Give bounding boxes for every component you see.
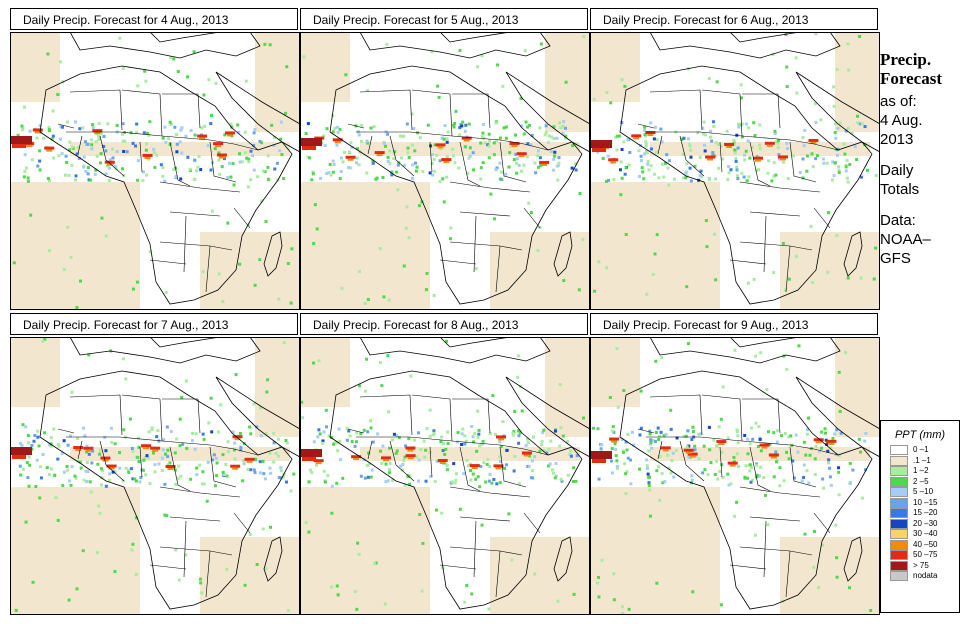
asof-year: 2013 — [880, 131, 914, 148]
legend-item: > 75 — [881, 560, 959, 572]
legend-title: PPT (mm) — [894, 429, 946, 441]
precip-legend: PPT (mm) 0 –1.1 –1 1 –2 2 –5 5 –10 10 –15 15 … — [880, 420, 960, 613]
precip-map — [590, 32, 880, 310]
legend-label: 10 –15 — [913, 497, 938, 507]
legend-item: 1 –2 — [881, 466, 959, 477]
legend-swatch — [890, 487, 908, 497]
precip-map — [10, 337, 300, 615]
panel-title: Daily Precip. Forecast for 5 Aug., 2013 — [300, 8, 588, 30]
legend-swatch — [890, 529, 908, 539]
panel-title: Daily Precip. Forecast for 9 Aug., 2013 — [590, 313, 878, 335]
daily-label: Daily — [880, 162, 914, 179]
precip-map — [10, 32, 300, 310]
legend-swatch — [890, 518, 908, 529]
legend-swatch — [890, 476, 908, 487]
panel-title: Daily Precip. Forecast for 7 Aug., 2013 — [10, 313, 298, 335]
legend-label: 15 –20 — [913, 508, 938, 517]
legend-item: .1 –1 — [881, 455, 959, 467]
legend-rows: 0 –1.1 –1 1 –2 2 –5 5 –10 10 –15 15 –20 20 –30… — [881, 445, 959, 582]
data-source-2: GFS — [880, 250, 911, 267]
legend-item: 10 –15 — [881, 497, 959, 509]
legend-item: 2 –5 — [881, 476, 959, 488]
legend-item: 50 –75 — [881, 550, 959, 561]
panel-title: Daily Precip. Forecast for 8 Aug., 2013 — [300, 313, 588, 335]
legend-item: 30 –40 — [881, 529, 959, 540]
legend-label: 2 –5 — [913, 476, 929, 486]
totals-label: Totals — [880, 181, 920, 198]
legend-label: 5 –10 — [913, 487, 934, 496]
legend-swatch — [890, 508, 908, 518]
precip-map — [590, 337, 880, 615]
legend-item: 5 –10 — [881, 487, 959, 498]
asof-date: 4 Aug. — [880, 112, 923, 129]
precip-map — [300, 337, 590, 615]
legend-label: nodata — [913, 571, 938, 580]
legend-item: 40 –50 — [881, 539, 959, 551]
legend-swatch — [890, 550, 908, 560]
panel-title: Daily Precip. Forecast for 6 Aug., 2013 — [590, 8, 878, 30]
legend-label: 50 –75 — [913, 550, 938, 559]
legend-label: 20 –30 — [913, 518, 938, 528]
legend-swatch — [890, 560, 908, 571]
side-info: Precip. Forecast as of: 4 Aug. 2013 Dail… — [880, 50, 964, 268]
data-label: Data: — [880, 212, 916, 229]
legend-swatch — [890, 466, 908, 476]
legend-swatch — [890, 455, 908, 466]
legend-label: > 75 — [913, 560, 929, 570]
legend-swatch — [890, 445, 908, 455]
legend-swatch — [890, 497, 908, 508]
legend-label: 30 –40 — [913, 529, 938, 538]
legend-item: 0 –1 — [881, 445, 959, 456]
data-source-1: NOAA– — [880, 231, 931, 248]
heading-forecast: Forecast — [880, 69, 942, 88]
legend-label: .1 –1 — [913, 455, 931, 465]
legend-label: 40 –50 — [913, 539, 938, 549]
legend-item: 20 –30 — [881, 518, 959, 530]
legend-item: nodata — [881, 571, 959, 582]
legend-swatch — [890, 571, 908, 581]
panel-title: Daily Precip. Forecast for 4 Aug., 2013 — [10, 8, 298, 30]
heading-precip: Precip. — [880, 50, 932, 69]
legend-swatch — [890, 539, 908, 550]
precip-map — [300, 32, 590, 310]
asof-label: as of: — [880, 93, 917, 110]
legend-label: 1 –2 — [913, 466, 929, 475]
legend-label: 0 –1 — [913, 445, 929, 454]
legend-item: 15 –20 — [881, 508, 959, 519]
